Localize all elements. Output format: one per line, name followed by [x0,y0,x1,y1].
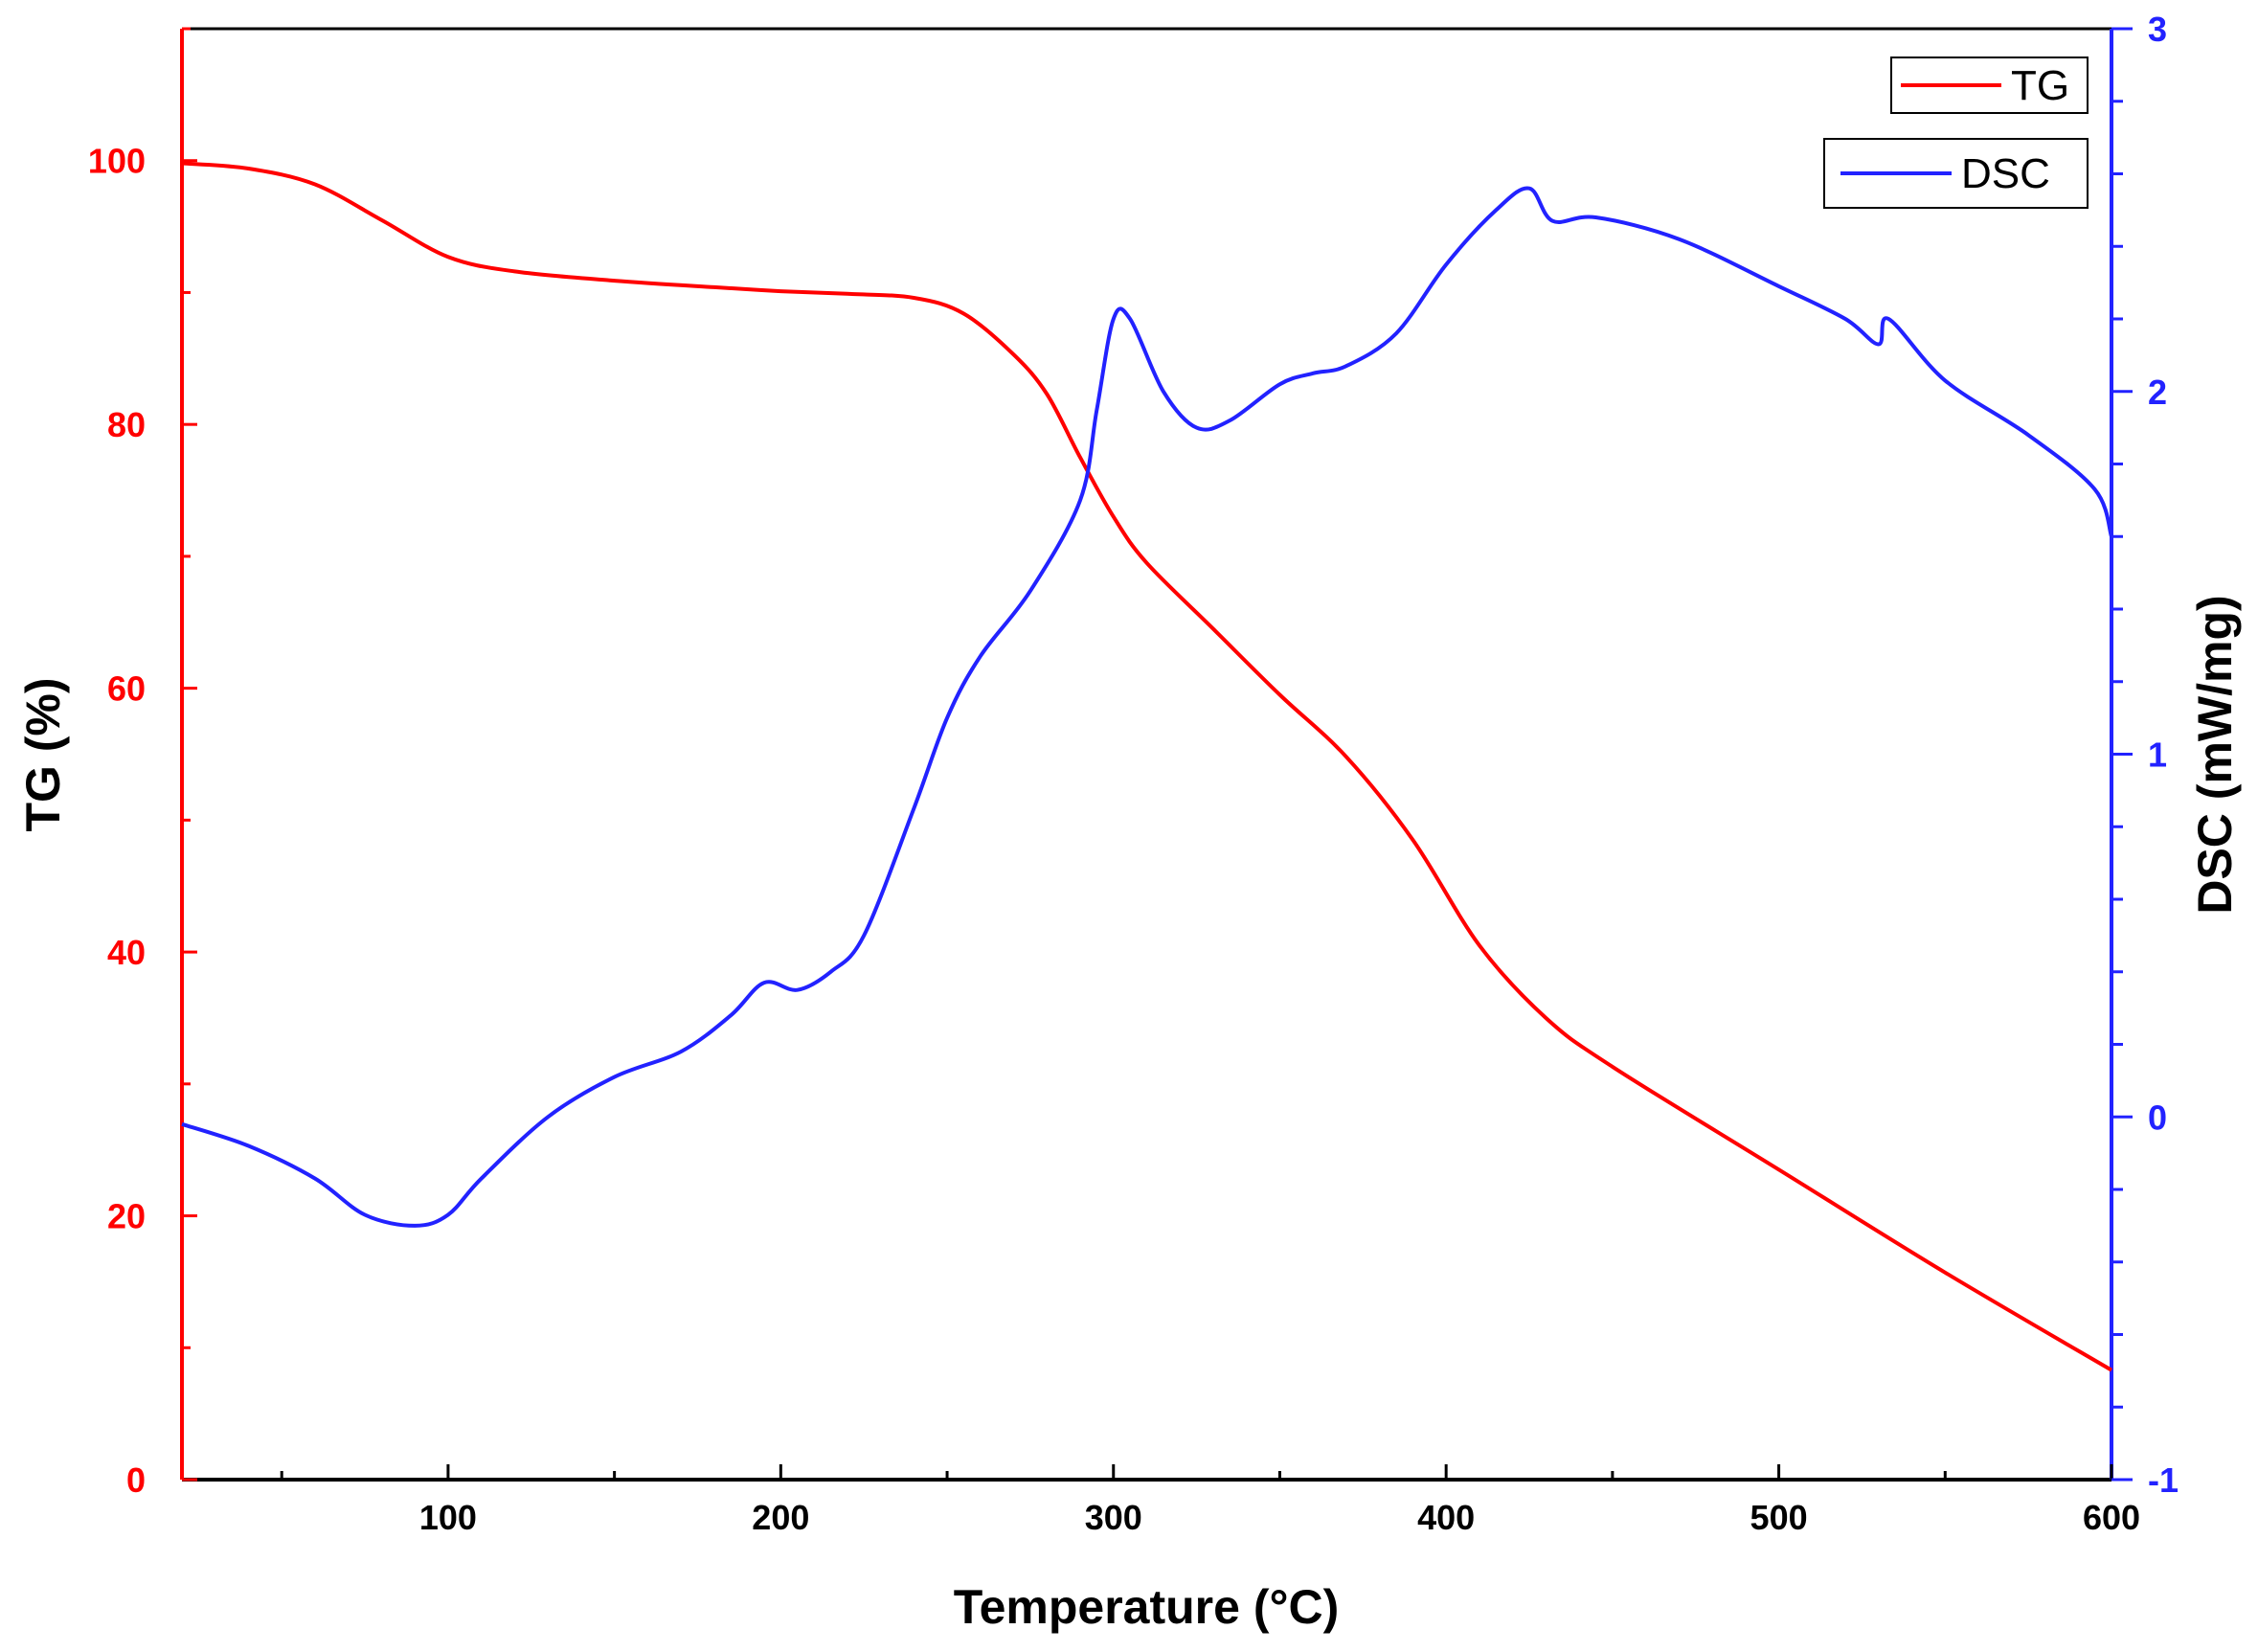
x-axis-tick-labels: 100 200 300 400 500 600 [419,1498,2140,1537]
x-axis-ticks [280,1464,2113,1480]
left-y-axis-title: TG (%) [16,677,70,831]
left-y-axis-tick-labels: 0 20 40 60 80 100 [88,142,146,1500]
dsc-series-line [181,186,2113,1228]
left-y-tick-label-60: 60 [107,669,146,709]
right-y-tick-label--1: -1 [2148,1460,2179,1500]
legend: TG DSC [1823,57,2089,209]
right-y-axis-tick-labels: -1 0 1 2 3 [2148,10,2179,1500]
left-y-tick-label-40: 40 [107,933,146,972]
legend-item-tg: TG [1890,57,2089,114]
left-y-tick-label-20: 20 [107,1197,146,1236]
left-y-axis-ticks [182,27,197,1482]
legend-label-tg: TG [2011,62,2069,109]
right-y-tick-label-2: 2 [2148,373,2167,412]
left-y-tick-label-0: 0 [126,1460,146,1500]
legend-item-dsc: DSC [1823,138,2089,209]
x-axis-title: Temperature (°C) [954,1580,1339,1634]
right-y-tick-label-0: 0 [2148,1098,2167,1137]
right-y-axis-title: DSC (mW/mg) [2188,595,2242,914]
left-y-tick-label-80: 80 [107,405,146,444]
right-y-tick-label-3: 3 [2148,10,2167,49]
right-y-axis-ticks [2111,27,2133,1482]
legend-label-dsc: DSC [1961,150,2050,197]
x-tick-label-600: 600 [2083,1498,2140,1537]
tg-series-line [181,161,2113,1372]
x-tick-label-500: 500 [1750,1498,1808,1537]
x-tick-label-100: 100 [419,1498,477,1537]
x-tick-label-300: 300 [1085,1498,1142,1537]
x-tick-label-400: 400 [1417,1498,1475,1537]
right-y-tick-label-1: 1 [2148,735,2167,775]
x-tick-label-200: 200 [752,1498,809,1537]
left-y-tick-label-100: 100 [88,142,146,181]
